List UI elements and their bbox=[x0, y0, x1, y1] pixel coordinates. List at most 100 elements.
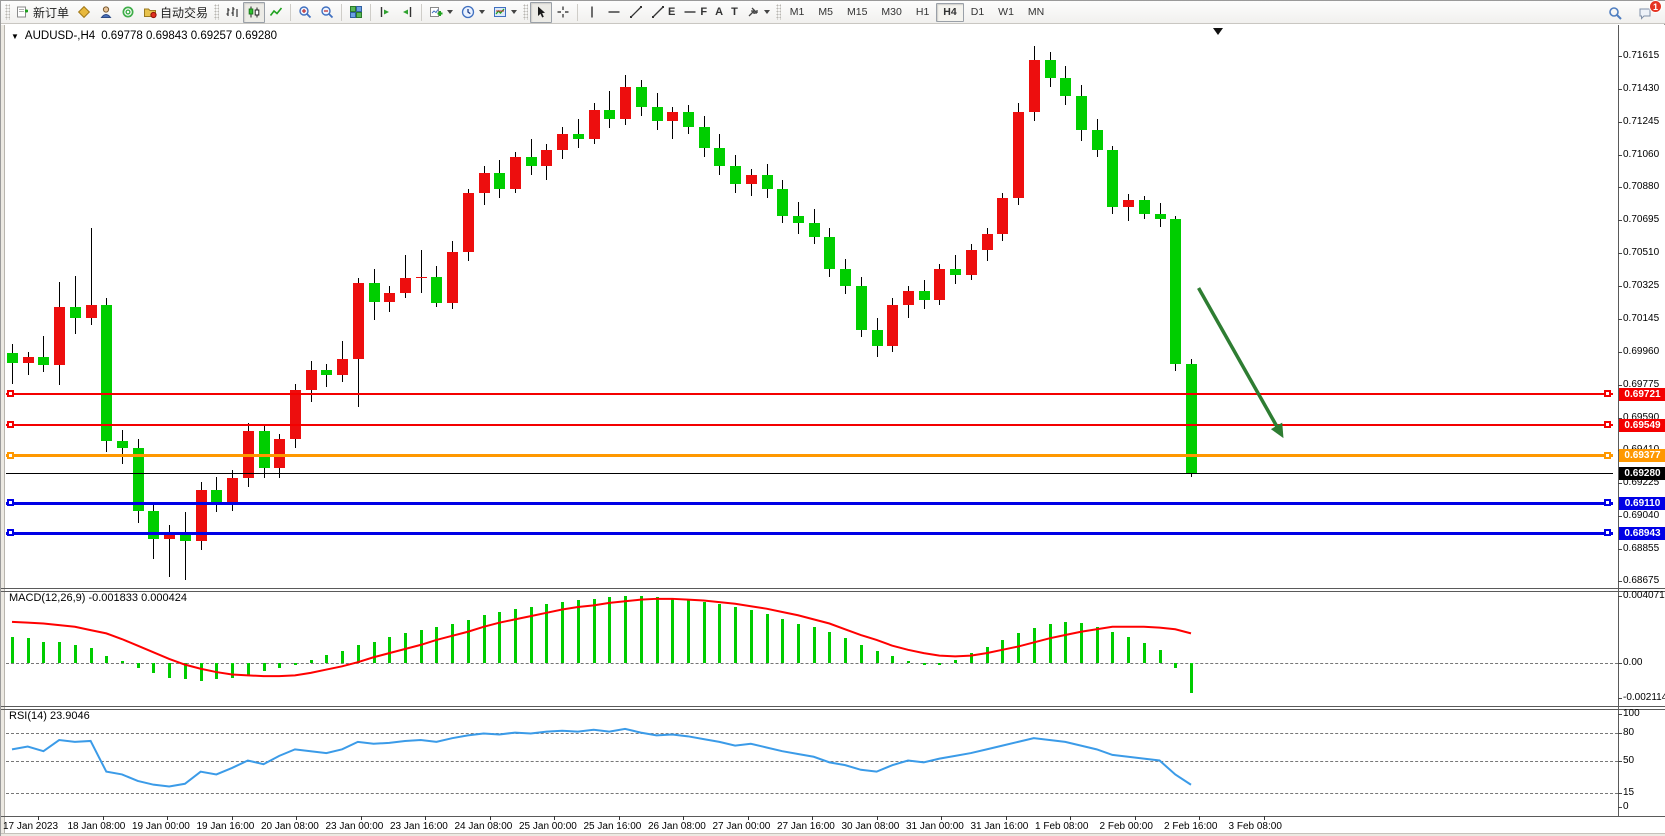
line-chart-mode-button[interactable] bbox=[265, 2, 287, 23]
profile-prev-icon bbox=[403, 7, 412, 17]
macd-histogram-bar bbox=[419, 630, 423, 663]
fibonacci-tool-button[interactable]: F bbox=[679, 2, 711, 23]
person-icon bbox=[100, 6, 112, 18]
prev-profile-button[interactable] bbox=[396, 2, 418, 23]
time-axis-tick bbox=[1070, 816, 1071, 820]
main-price-pane[interactable] bbox=[1, 25, 1618, 588]
bullish-candle bbox=[981, 233, 993, 250]
text-tool-button[interactable]: A bbox=[711, 2, 727, 23]
level-end-marker[interactable] bbox=[7, 529, 14, 537]
tile-windows-button[interactable] bbox=[345, 2, 367, 23]
price-axis-label: 0.68855 bbox=[1623, 542, 1660, 554]
macd-zero-line bbox=[6, 663, 1618, 664]
ohlc-values: 0.69778 0.69843 0.69257 0.69280 bbox=[101, 30, 278, 42]
bullish-candle bbox=[887, 305, 899, 347]
shapes-icon bbox=[748, 7, 758, 17]
notifications-button[interactable]: 1 bbox=[1634, 0, 1662, 23]
price-axis-label: 0.68675 bbox=[1623, 575, 1660, 587]
toolbar-drag-handle[interactable] bbox=[523, 4, 529, 20]
candle-chart-mode-button[interactable] bbox=[243, 1, 266, 23]
vline-tool-button[interactable] bbox=[581, 2, 603, 23]
zoom-out-button[interactable] bbox=[316, 2, 338, 23]
level-end-marker[interactable] bbox=[7, 499, 14, 507]
chart-period-button[interactable] bbox=[457, 2, 489, 23]
level-end-marker[interactable] bbox=[1604, 499, 1611, 507]
chart-window[interactable] bbox=[1, 25, 1665, 836]
auto-trading-button[interactable]: 自动交易 bbox=[139, 2, 212, 23]
macd-histogram-bar bbox=[246, 663, 250, 675]
price-axis-tick bbox=[1618, 515, 1622, 517]
bearish-candle bbox=[635, 87, 647, 107]
rsi-pane[interactable] bbox=[1, 708, 1618, 816]
channel-tool-button[interactable]: E bbox=[647, 2, 679, 23]
timeframe-m5-button[interactable]: M5 bbox=[818, 6, 833, 18]
price-axis-tick bbox=[1618, 122, 1622, 124]
level-end-marker[interactable] bbox=[1604, 390, 1611, 398]
macd-histogram-bar bbox=[514, 608, 518, 663]
timeframe-mn-button[interactable]: MN bbox=[1027, 6, 1045, 18]
trendline-tool-button[interactable] bbox=[625, 2, 647, 23]
timeframe-m15-button[interactable]: M15 bbox=[846, 6, 868, 18]
price-level-line[interactable] bbox=[6, 472, 1613, 474]
price-level-line[interactable] bbox=[6, 424, 1613, 427]
toolbar-drag-handle[interactable] bbox=[214, 4, 220, 20]
price-level-line[interactable] bbox=[6, 454, 1613, 458]
macd-rsi-separator-a bbox=[1, 706, 1665, 707]
toolbar-drag-handle[interactable] bbox=[5, 4, 10, 20]
bearish-candle bbox=[793, 215, 804, 223]
level-end-marker[interactable] bbox=[7, 390, 14, 398]
macd-axis-label: -0.002114 bbox=[1623, 691, 1665, 703]
price-level-line[interactable] bbox=[6, 501, 1613, 505]
search-button[interactable] bbox=[1604, 2, 1626, 23]
timeframe-h1-button[interactable]: H1 bbox=[915, 6, 930, 18]
toolbar-separator bbox=[577, 3, 579, 21]
label-tool-button[interactable]: T bbox=[727, 2, 742, 23]
macd-histogram-bar bbox=[1158, 649, 1162, 663]
profile-button[interactable] bbox=[95, 2, 117, 23]
bearish-candle bbox=[38, 356, 50, 365]
timeframe-m1-button[interactable]: M1 bbox=[789, 6, 805, 18]
level-end-marker[interactable] bbox=[1604, 451, 1611, 459]
macd-histogram-bar bbox=[89, 648, 93, 663]
signals-button[interactable] bbox=[117, 2, 139, 23]
bullish-candle bbox=[274, 439, 286, 468]
add-indicator-icon bbox=[430, 7, 443, 17]
level-end-marker[interactable] bbox=[1604, 529, 1611, 537]
toolbar-drag-handle[interactable] bbox=[775, 4, 781, 20]
chart-template-button[interactable] bbox=[489, 2, 521, 23]
time-axis-tick bbox=[231, 816, 233, 820]
rsi-axis-tick bbox=[1618, 732, 1622, 734]
level-end-marker[interactable] bbox=[7, 421, 14, 429]
level-end-marker[interactable] bbox=[7, 451, 14, 459]
macd-histogram-bar bbox=[105, 656, 109, 663]
timeframe-h4-button[interactable]: H4 bbox=[936, 2, 964, 22]
signal-icon bbox=[122, 6, 134, 18]
timeframe-w1-button[interactable]: W1 bbox=[998, 6, 1014, 18]
macd-pane[interactable] bbox=[1, 590, 1618, 706]
price-level-line[interactable] bbox=[6, 393, 1613, 396]
bar-chart-mode-button[interactable] bbox=[221, 2, 243, 23]
arrows-tool-button[interactable] bbox=[742, 2, 774, 23]
chevron-down-icon[interactable]: ▼ bbox=[11, 31, 19, 41]
macd-histogram-bar bbox=[985, 646, 989, 663]
crosshair-tool-button[interactable] bbox=[552, 2, 574, 23]
zoom-in-button[interactable] bbox=[294, 2, 316, 23]
new-order-button[interactable]: 新订单 bbox=[12, 2, 73, 23]
price-level-line[interactable] bbox=[6, 531, 1613, 535]
window-left-border bbox=[1, 25, 5, 836]
bullish-candle bbox=[1013, 112, 1025, 198]
candle-wick bbox=[420, 249, 422, 293]
market-watch-button[interactable] bbox=[73, 2, 95, 23]
cursor-tool-button[interactable] bbox=[530, 1, 553, 23]
macd-histogram-bar bbox=[435, 626, 439, 663]
add-indicator-button[interactable] bbox=[425, 2, 457, 23]
hline-tool-button[interactable] bbox=[603, 2, 625, 23]
timeframe-m30-button[interactable]: M30 bbox=[881, 6, 902, 18]
timeframe-d1-button[interactable]: D1 bbox=[970, 6, 985, 18]
level-end-marker[interactable] bbox=[1604, 421, 1611, 429]
macd-histogram-bar bbox=[466, 620, 470, 663]
chart-shift-marker[interactable] bbox=[1213, 28, 1223, 35]
price-axis-label: 0.70325 bbox=[1623, 280, 1660, 292]
bullish-candle bbox=[415, 276, 427, 279]
next-profile-button[interactable] bbox=[374, 2, 396, 23]
